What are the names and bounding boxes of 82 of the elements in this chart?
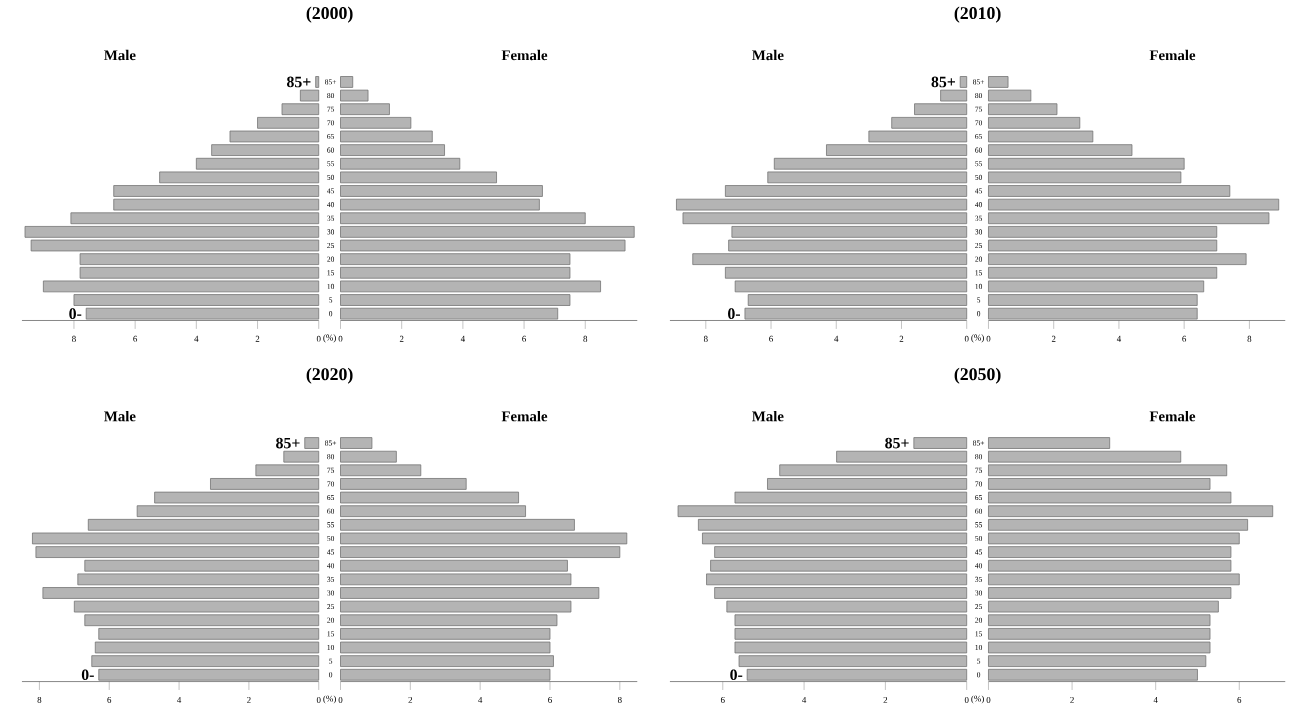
x-tick-label: 6 <box>133 335 138 342</box>
chart-title: (2010) <box>954 6 1001 23</box>
annotation: 85+ <box>885 437 909 449</box>
x-tick-label: 2 <box>1070 696 1074 703</box>
bar <box>98 668 320 681</box>
annotation: 85+ <box>276 437 300 449</box>
x-tick-label: 4 <box>460 335 465 342</box>
x-tick-label: 0 <box>316 696 321 703</box>
x-tick-label: 2 <box>255 335 260 342</box>
bar <box>724 185 968 197</box>
bar <box>988 185 1231 197</box>
bar <box>988 587 1232 599</box>
x-tick-label: 0 <box>986 335 991 342</box>
x-tick-label: 2 <box>399 335 404 342</box>
bar <box>913 437 968 449</box>
bar <box>113 185 320 197</box>
bar <box>744 307 968 320</box>
bar <box>988 668 1198 681</box>
chart-title: (2000) <box>306 6 353 23</box>
bar <box>746 668 968 681</box>
x-tick-label: 4 <box>1153 696 1158 703</box>
x-tick-label: 6 <box>720 696 725 703</box>
x-tick-label: 2 <box>1051 335 1056 342</box>
text: Male <box>752 410 784 422</box>
x-tick-label: 4 <box>834 335 839 342</box>
x-tick-label: 0 <box>338 335 343 342</box>
x-tick-label: 8 <box>703 335 708 342</box>
x-axis-title: (%) <box>971 695 984 704</box>
x-tick-label: 2 <box>408 696 413 703</box>
x-tick-label: 8 <box>583 335 588 342</box>
text: Female <box>1149 49 1196 61</box>
bar <box>340 668 551 681</box>
text: Female <box>1149 410 1196 422</box>
bar <box>340 437 373 449</box>
annotation: 85+ <box>931 76 956 88</box>
x-tick-label: 4 <box>194 335 199 342</box>
x-tick-label: 4 <box>802 696 807 703</box>
x-tick-label: 2 <box>899 335 904 342</box>
text: Female <box>501 49 548 61</box>
bar <box>304 437 320 449</box>
x-tick-label: 6 <box>522 335 527 342</box>
bar <box>85 307 320 320</box>
bar <box>340 307 559 320</box>
bar <box>340 587 600 599</box>
x-tick-label: 4 <box>1116 335 1122 342</box>
x-tick-label: 4 <box>478 696 483 703</box>
chart-title: (2050) <box>954 367 1001 384</box>
text: Male <box>752 49 784 61</box>
x-axis-title: (%) <box>323 334 336 343</box>
bar <box>988 307 1198 320</box>
x-tick-label: 0 <box>964 335 969 342</box>
bar <box>714 587 968 599</box>
x-tick-label: 8 <box>37 696 42 703</box>
x-tick-label: 8 <box>72 335 76 342</box>
x-tick-label: 4 <box>177 696 182 703</box>
x-tick-label: 6 <box>769 335 773 342</box>
annotation: 85+ <box>286 76 311 88</box>
x-tick-label: 6 <box>1237 696 1242 703</box>
annotation: 0- <box>81 669 94 681</box>
x-tick-label: 0 <box>338 696 343 703</box>
chart-title: (2020) <box>306 367 353 384</box>
annotation: 0- <box>728 308 741 319</box>
x-axis-title: (%) <box>971 334 984 343</box>
bar <box>340 185 543 197</box>
x-tick-label: 6 <box>548 696 552 703</box>
text: Female <box>501 410 548 422</box>
x-tick-label: 0 <box>964 696 969 703</box>
bar <box>988 437 1111 449</box>
text: Male <box>104 49 136 61</box>
x-tick-label: 8 <box>1247 335 1252 342</box>
bar <box>42 587 320 599</box>
annotation: 0- <box>730 669 743 681</box>
x-tick-label: 2 <box>883 696 888 703</box>
text: Male <box>104 410 136 422</box>
x-tick-label: 0 <box>986 696 991 703</box>
x-tick-label: 0 <box>316 335 321 342</box>
x-tick-label: 8 <box>617 696 622 703</box>
annotation: 0- <box>69 308 82 319</box>
x-tick-label: 6 <box>107 696 112 703</box>
x-axis-title: (%) <box>323 695 336 704</box>
x-tick-label: 2 <box>247 696 251 703</box>
x-tick-label: 6 <box>1182 335 1187 342</box>
